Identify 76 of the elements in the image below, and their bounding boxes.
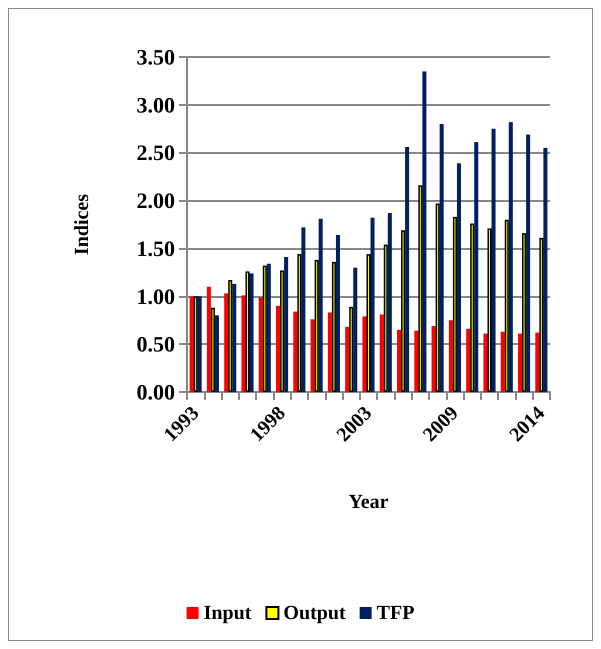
bar <box>245 271 250 392</box>
bar <box>470 224 474 392</box>
bar <box>276 306 280 392</box>
bar <box>466 328 470 392</box>
x-axis-title: Year <box>348 491 389 513</box>
bar <box>332 262 336 392</box>
bar <box>310 319 315 392</box>
bar <box>422 71 426 392</box>
bar <box>314 260 319 392</box>
bar <box>432 326 436 392</box>
bar <box>500 332 505 392</box>
legend-label: Input <box>204 602 252 624</box>
legend-label: Output <box>283 602 346 624</box>
y-tick-label: 0.50 <box>136 332 175 357</box>
bar <box>284 257 288 392</box>
y-tick-label: 1.50 <box>136 236 175 261</box>
bar <box>384 244 388 392</box>
y-tick-label: 2.00 <box>136 188 175 214</box>
bar <box>266 264 271 392</box>
y-tick-label: 3.50 <box>136 44 175 70</box>
bar <box>362 316 366 392</box>
bar <box>522 233 526 392</box>
bar <box>198 296 202 392</box>
bar <box>250 273 254 392</box>
bar <box>349 306 354 392</box>
bar <box>397 330 402 392</box>
bar <box>526 134 530 392</box>
y-tick-label: 2.50 <box>136 140 175 166</box>
bar <box>483 334 488 392</box>
y-tick-label: 3.00 <box>136 92 175 118</box>
bar <box>440 124 444 392</box>
bar <box>518 334 522 392</box>
legend-label: TFP <box>376 602 414 624</box>
bar <box>418 185 422 392</box>
bar <box>474 142 478 392</box>
bar <box>414 330 418 392</box>
bar <box>405 146 410 392</box>
bar <box>258 297 263 392</box>
bar <box>452 216 457 392</box>
bar <box>508 122 513 392</box>
bar <box>543 148 548 392</box>
bar <box>370 218 375 392</box>
bar <box>336 235 340 392</box>
bar <box>535 332 540 392</box>
bar <box>436 203 440 392</box>
bar <box>241 295 246 392</box>
bar <box>224 293 228 392</box>
y-tick-label: 0.00 <box>136 380 175 404</box>
bar <box>380 314 384 392</box>
bar <box>456 163 461 392</box>
bar <box>206 286 211 392</box>
y-tick-label: 1.00 <box>136 284 175 309</box>
bar <box>345 326 350 392</box>
bar <box>448 320 453 392</box>
bar <box>492 128 496 392</box>
bar <box>232 284 236 392</box>
bar <box>504 220 509 392</box>
bar <box>280 270 284 392</box>
bar <box>210 308 215 392</box>
bar <box>388 213 392 392</box>
bar <box>262 266 267 392</box>
bar <box>539 238 544 392</box>
bar <box>328 312 332 392</box>
bar <box>301 227 306 392</box>
bar <box>366 254 371 392</box>
bar <box>297 254 302 392</box>
bar <box>318 218 323 392</box>
bar <box>401 230 406 392</box>
bar <box>190 296 194 392</box>
bar <box>353 268 358 392</box>
bar <box>487 228 492 392</box>
bar <box>214 315 219 392</box>
bar <box>194 296 198 392</box>
bar <box>228 280 232 392</box>
bar <box>293 312 298 392</box>
y-axis-title: Indices <box>71 194 93 256</box>
